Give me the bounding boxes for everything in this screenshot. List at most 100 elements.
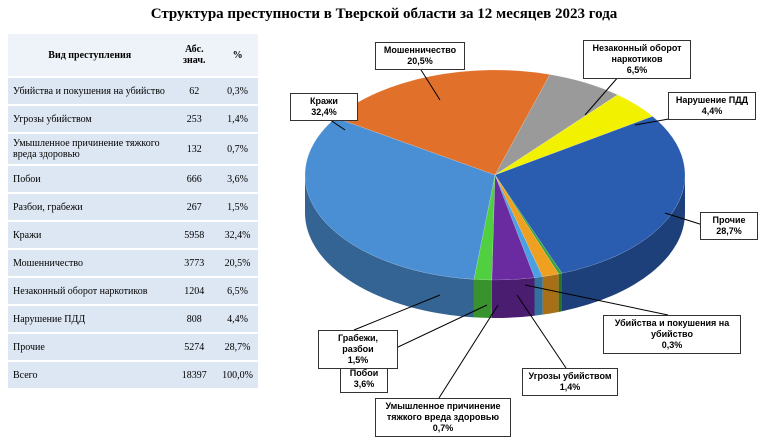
- table-cell: 3773: [171, 249, 218, 278]
- table-cell: 267: [171, 193, 218, 222]
- slice-name: Мошенничество: [383, 45, 457, 55]
- table-cell: Прочие: [8, 333, 172, 362]
- slice-value: 0,7%: [432, 423, 454, 433]
- slice-label: Незаконный оборот наркотиков 6,5%: [583, 40, 691, 79]
- slice: [494, 174, 560, 277]
- header-cell: Абс. знач.: [171, 34, 218, 78]
- slice-name: Кражи: [310, 96, 338, 106]
- table-row: Умышленное причинение тяжкого вреда здор…: [8, 133, 258, 166]
- slice-value: 1,5%: [347, 355, 369, 365]
- table-cell: 808: [171, 305, 218, 334]
- table-row: Побои 666 3,6%: [8, 165, 258, 194]
- slice-side: [534, 276, 543, 316]
- slice: [494, 116, 686, 274]
- table-cell: 6,5%: [217, 277, 258, 306]
- table-cell: 1,4%: [217, 105, 258, 134]
- slice-value: 0,3%: [661, 340, 683, 350]
- slice-side: [473, 279, 492, 318]
- table-row: Разбои, грабежи 267 1,5%: [8, 193, 258, 222]
- table-cell: 1204: [171, 277, 218, 306]
- slice-name: Побои: [349, 368, 379, 378]
- table-cell: 132: [171, 133, 218, 166]
- table-cell: 32,4%: [217, 221, 258, 250]
- slice-name: Нарушение ПДД: [675, 95, 749, 105]
- slice-side: [561, 175, 685, 312]
- slice-name: Грабежи, разбои: [337, 333, 379, 354]
- table-cell: Побои: [8, 165, 172, 194]
- slice-name: Убийства и покушения на убийство: [614, 318, 730, 339]
- table-cell: Угрозы убийством: [8, 105, 172, 134]
- slice-name: Угрозы убийством: [528, 371, 612, 381]
- table-cell: 0,3%: [217, 77, 258, 106]
- table-cell: Всего: [8, 361, 172, 390]
- slice: [494, 94, 654, 176]
- slice-value: 1,4%: [559, 382, 581, 392]
- slice-value: 32,4%: [311, 107, 337, 117]
- slice-label: Нарушение ПДД 4,4%: [668, 92, 756, 120]
- slice: [494, 74, 619, 176]
- table-row: Нарушение ПДД 808 4,4%: [8, 305, 258, 334]
- table-row: Незаконный оборот наркотиков 1204 6,5%: [8, 277, 258, 306]
- slice-name: Прочие: [712, 215, 746, 225]
- slice: [491, 174, 535, 281]
- leader-line: [524, 284, 669, 316]
- table-cell: Разбои, грабежи: [8, 193, 172, 222]
- table-cell: 5274: [171, 333, 218, 362]
- table-row: Мошенничество 3773 20,5%: [8, 249, 258, 278]
- header-cell: %: [217, 34, 258, 78]
- slice-name: Умышленное причинение тяжкого вреда здор…: [385, 401, 501, 422]
- slice-side: [305, 175, 474, 318]
- table-cell: 1,5%: [217, 193, 258, 222]
- slice-value: 3,6%: [353, 379, 375, 389]
- table-cell: 20,5%: [217, 249, 258, 278]
- slice-value: 4,4%: [701, 106, 723, 116]
- leader-line: [353, 294, 441, 331]
- slice-value: 28,7%: [716, 226, 742, 236]
- crime-table: Вид преступления Абс. знач.% Убийства и по…: [8, 34, 258, 390]
- table-cell: 0,7%: [217, 133, 258, 166]
- slice: [473, 174, 496, 281]
- table-cell: 62: [171, 77, 218, 106]
- leader-line: [438, 304, 499, 399]
- slice: [494, 174, 544, 278]
- table-row: Всего 18397 100,0%: [8, 361, 258, 390]
- table-row: Угрозы убийством 253 1,4%: [8, 105, 258, 134]
- table-cell: 5958: [171, 221, 218, 250]
- header-cell: Вид преступления: [8, 34, 172, 78]
- slice-label: Побои 3,6%: [340, 365, 388, 393]
- table-cell: 666: [171, 165, 218, 194]
- table-cell: 100,0%: [217, 361, 258, 390]
- slice-value: 6,5%: [626, 65, 648, 75]
- table-cell: Умышленное причинение тяжкого вреда здор…: [8, 133, 172, 166]
- slice-label: Прочие 28,7%: [700, 212, 758, 240]
- table-cell: Незаконный оборот наркотиков: [8, 277, 172, 306]
- table-cell: 4,4%: [217, 305, 258, 334]
- slice-label: Угрозы убийством 1,4%: [522, 368, 618, 396]
- slice-value: 20,5%: [407, 56, 433, 66]
- table-cell: 28,7%: [217, 333, 258, 362]
- table-cell: 3,6%: [217, 165, 258, 194]
- table-cell: 18397: [171, 361, 218, 390]
- table-cell: Убийства и покушения на убийство: [8, 77, 172, 106]
- header-row: Вид преступления Абс. знач.%: [8, 34, 258, 78]
- slice: [494, 174, 563, 275]
- table-cell: Нарушение ПДД: [8, 305, 172, 334]
- slice-label: Грабежи, разбои 1,5%: [318, 330, 398, 369]
- table-cell: Кражи: [8, 221, 172, 250]
- slice-label: Умышленное причинение тяжкого вреда здор…: [375, 398, 511, 437]
- slice-label: Убийства и покушения на убийство 0,3%: [603, 315, 741, 354]
- table-row: Убийства и покушения на убийство 62 0,3%: [8, 77, 258, 106]
- slice-label: Мошенничество 20,5%: [375, 42, 465, 70]
- table-cell: Мошенничество: [8, 249, 172, 278]
- table-row: Кражи 5958 32,4%: [8, 221, 258, 250]
- slice-label: Кражи 32,4%: [290, 93, 358, 121]
- title: Структура преступности в Тверской област…: [150, 6, 618, 22]
- table-cell: 253: [171, 105, 218, 134]
- slice: [304, 117, 496, 280]
- slice-side: [542, 273, 559, 315]
- table-row: Прочие 5274 28,7%: [8, 333, 258, 362]
- slice-name: Незаконный оборот наркотиков: [592, 43, 682, 64]
- slice-side: [491, 277, 535, 318]
